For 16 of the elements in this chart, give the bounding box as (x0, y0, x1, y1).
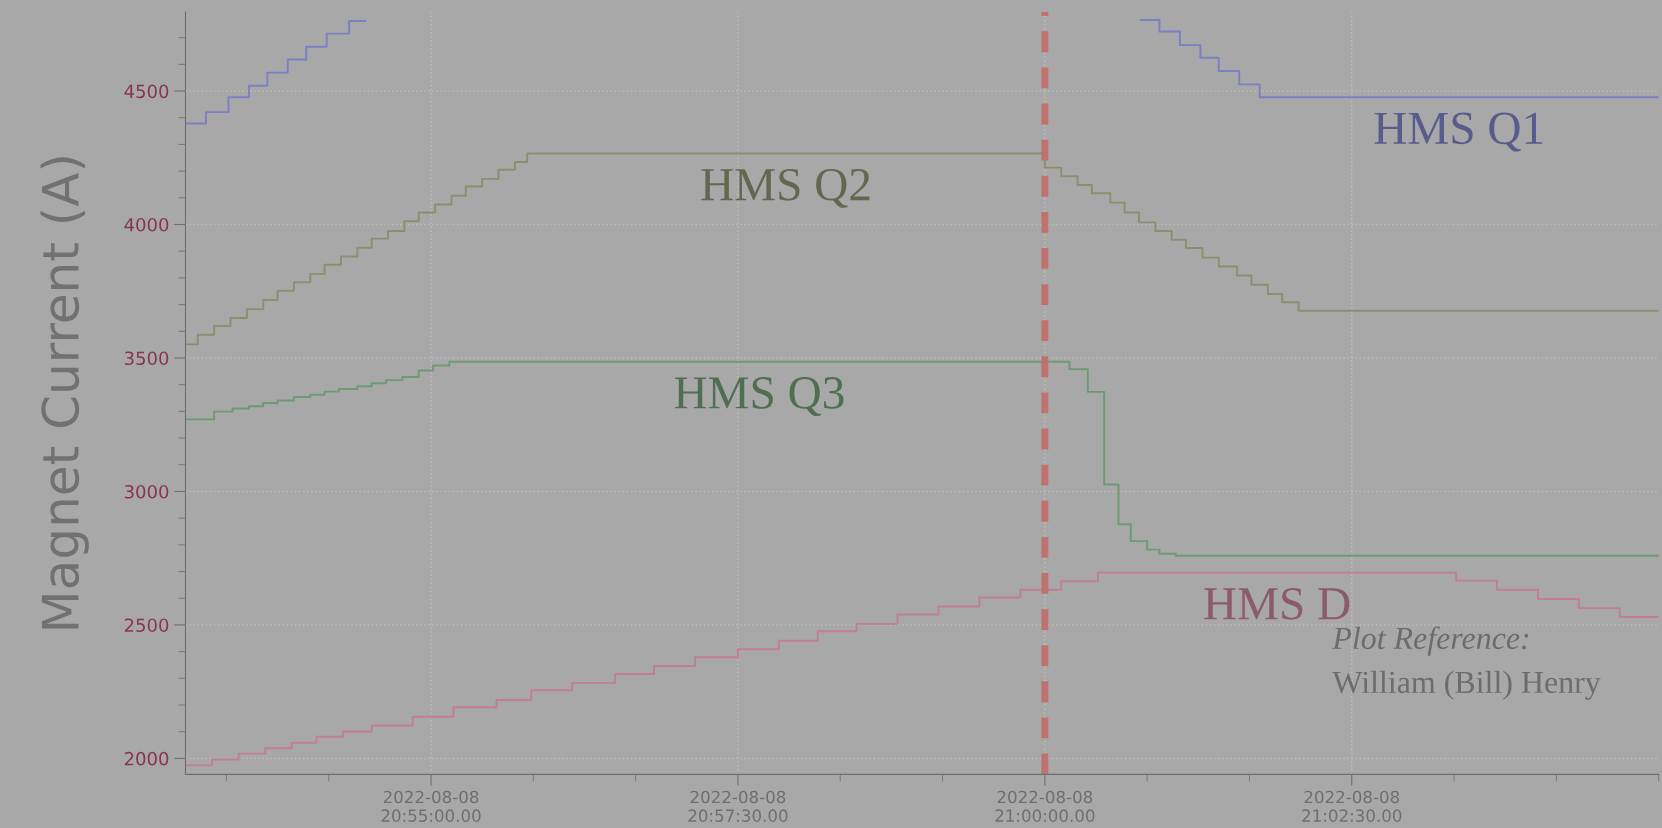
x-tick-label: 2022-08-08 20:55:00.00 (381, 790, 481, 822)
y-tick-label: 2500 (124, 618, 169, 633)
y-tick-label: 3500 (124, 351, 169, 366)
y-tick-label: 4500 (124, 84, 169, 99)
x-tick-label: 2022-08-08 21:00:00.00 (995, 790, 1095, 822)
y-tick-label: 3000 (124, 484, 169, 499)
y-tick-label: 2000 (124, 751, 169, 766)
series-label: HMS Q2 (701, 168, 870, 208)
y-tick-label: 4000 (124, 217, 169, 232)
series-label: HMS Q3 (674, 377, 844, 417)
annotation: William (Bill) Henry (1332, 670, 1601, 700)
x-tick-label: 2022-08-08 21:02:30.00 (1302, 790, 1402, 822)
series-label: HMS D (1204, 588, 1350, 620)
series-label: HMS Q1 (1374, 112, 1543, 152)
x-tick-label: 2022-08-08 20:57:30.00 (688, 790, 788, 822)
annotation: Plot Reference: (1332, 626, 1529, 656)
